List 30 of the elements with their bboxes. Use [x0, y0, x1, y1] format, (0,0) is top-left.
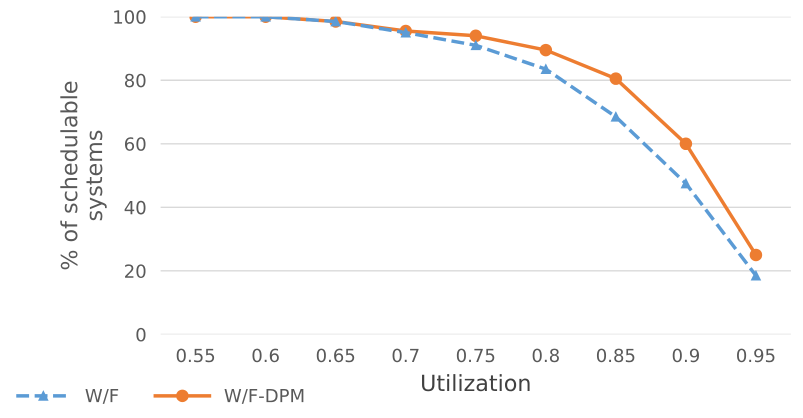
point	[610, 112, 621, 122]
point	[751, 270, 761, 280]
x-axis-title: Utilization	[422, 374, 530, 392]
point	[470, 40, 481, 50]
y-tick-label: 80	[124, 74, 146, 88]
y-tick-label: 100	[114, 10, 146, 24]
point	[400, 28, 411, 38]
y-tick-label: 60	[124, 137, 146, 151]
x-tick-label: 0.85	[596, 348, 634, 362]
x-tick-label: 0.9	[672, 348, 699, 362]
y-tick-label: 0	[136, 328, 146, 342]
point	[470, 30, 482, 42]
x-tick-label: 0.95	[737, 348, 774, 362]
point	[750, 248, 762, 262]
x-tick-label: 0.7	[392, 348, 419, 362]
y-tick-label: 40	[124, 200, 146, 214]
y-axis-title: % of schedulable systems	[60, 82, 107, 270]
x-tick-label: 0.8	[532, 348, 559, 362]
point	[680, 138, 692, 150]
point	[681, 178, 691, 188]
legend-label: W/F	[85, 389, 118, 404]
point	[540, 44, 552, 56]
legend-label: W/F-DPM	[224, 389, 304, 404]
x-tick-label: 0.65	[316, 348, 354, 362]
x-tick-label: 0.6	[252, 348, 279, 362]
point	[540, 64, 551, 74]
y-tick-label: 20	[125, 264, 146, 278]
point	[610, 72, 622, 85]
x-tick-label: 0.75	[456, 348, 494, 362]
x-tick-label: 0.55	[176, 348, 214, 362]
